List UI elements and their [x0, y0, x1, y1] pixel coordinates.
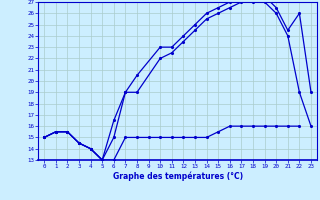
X-axis label: Graphe des températures (°C): Graphe des températures (°C) [113, 172, 243, 181]
